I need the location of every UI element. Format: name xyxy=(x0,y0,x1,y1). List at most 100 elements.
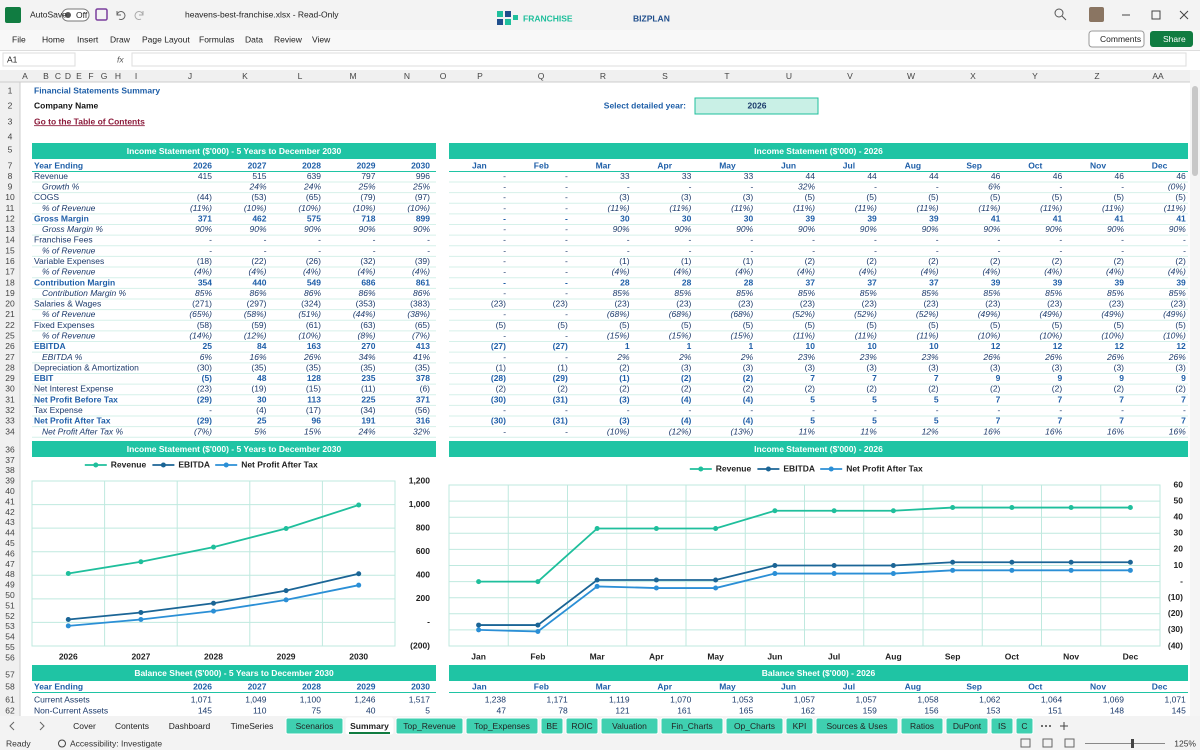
formula-input[interactable] xyxy=(131,52,1187,67)
sheet-tab-label[interactable]: Contents xyxy=(115,721,149,731)
sheet-tab[interactable] xyxy=(660,717,724,735)
sheet-tab[interactable] xyxy=(395,717,464,735)
sheet-tab[interactable] xyxy=(465,717,539,735)
sheet-tab[interactable] xyxy=(990,717,1014,735)
sheet-nav[interactable] xyxy=(9,721,45,731)
toc-link[interactable]: Go to the Table of Contents xyxy=(34,116,145,126)
menu-tab[interactable]: Draw xyxy=(110,34,131,44)
more-tabs[interactable] xyxy=(1041,725,1043,727)
undo-icon[interactable] xyxy=(116,11,126,20)
menu-tab[interactable]: View xyxy=(312,34,331,44)
column-label: 2027 xyxy=(248,160,267,170)
menu-tab[interactable]: File xyxy=(12,34,26,44)
column-label: Jul xyxy=(843,160,855,170)
scroll-thumb[interactable] xyxy=(1192,86,1198,176)
sheet-tab[interactable] xyxy=(540,717,564,735)
zoom-thumb[interactable] xyxy=(1131,739,1134,748)
sheet-tab-label[interactable]: Scenarios xyxy=(296,721,334,731)
sheet-tab-label[interactable]: Ratios xyxy=(910,721,934,731)
view-buttons[interactable] xyxy=(1020,738,1075,748)
sheet-tab-label[interactable]: Op_Charts xyxy=(734,721,775,731)
table-cell: (30) xyxy=(491,416,506,426)
table-cell: (2) xyxy=(805,384,816,394)
row-header: 12 xyxy=(5,213,15,223)
sheet-tab[interactable] xyxy=(221,718,283,734)
sheet-tab[interactable] xyxy=(900,717,944,735)
menu-tab[interactable]: Home xyxy=(42,34,65,44)
sheet-tab[interactable] xyxy=(106,718,158,734)
sheet-tab[interactable] xyxy=(285,717,344,735)
sheet-tab-label[interactable]: Top_Revenue xyxy=(403,721,456,731)
more-tabs[interactable] xyxy=(1045,725,1047,727)
more-tabs[interactable] xyxy=(1049,725,1051,727)
sheet-tab-label[interactable]: ROIC xyxy=(571,721,592,731)
year-value[interactable]: 2026 xyxy=(748,100,767,110)
year-selector[interactable] xyxy=(694,97,819,115)
sheet-tab-label[interactable]: Fin_Charts xyxy=(671,721,713,731)
column-header: C xyxy=(55,71,61,81)
sheet-tab-label[interactable]: TimeSeries xyxy=(231,721,274,731)
data-point xyxy=(950,567,956,573)
autosave-toggle[interactable] xyxy=(61,8,90,22)
maximize-button[interactable] xyxy=(1151,10,1161,20)
row-label: Net Profit After Tax xyxy=(34,416,111,426)
menu-tab[interactable]: Data xyxy=(245,34,263,44)
sheet-tab[interactable] xyxy=(785,717,814,735)
sheet-tab[interactable] xyxy=(945,717,989,735)
redo-icon[interactable] xyxy=(134,11,144,20)
table-header: Year Ending xyxy=(34,681,83,691)
share-button[interactable] xyxy=(1150,31,1193,47)
table-cell: - xyxy=(318,245,321,255)
sheet-tab-label[interactable]: Summary xyxy=(350,721,389,731)
sheet-tab-label[interactable]: IS xyxy=(998,721,1006,731)
user-avatar[interactable] xyxy=(1089,7,1104,22)
sheet-tab[interactable] xyxy=(161,718,218,734)
comments-label[interactable]: Comments xyxy=(1100,34,1141,44)
table-cell: (324) xyxy=(301,299,321,309)
sheet-tab-label[interactable]: KPI xyxy=(793,721,807,731)
sheet-tab-label[interactable]: BE xyxy=(546,721,558,731)
row-header: 20 xyxy=(5,299,15,309)
y-tick-label: 1,000 xyxy=(409,499,431,509)
menu-tab[interactable]: Page Layout xyxy=(142,34,190,44)
table-cell: 11% xyxy=(860,426,877,436)
table-cell: (49%) xyxy=(978,309,1001,319)
x-tick-label: Nov xyxy=(1063,651,1079,661)
close-button[interactable] xyxy=(1179,10,1189,20)
search-icon[interactable] xyxy=(1054,8,1064,18)
sheet-tab-label[interactable]: Sources & Uses xyxy=(827,721,888,731)
menu-tab[interactable]: Review xyxy=(274,34,303,44)
sheet-tab-label[interactable]: Valuation xyxy=(612,721,647,731)
data-point xyxy=(1068,505,1074,511)
zoom-level[interactable]: 125% xyxy=(1174,738,1196,748)
share-label[interactable]: Share xyxy=(1163,34,1186,44)
vertical-scrollbar[interactable] xyxy=(1190,70,1200,716)
section-header xyxy=(32,143,436,159)
sheet-tab[interactable] xyxy=(600,717,659,735)
table-cell: 1 xyxy=(748,341,753,351)
menu-tab[interactable]: Formulas xyxy=(199,34,234,44)
sheet-tab-label[interactable]: Cover xyxy=(73,721,96,731)
sheet-tab[interactable] xyxy=(565,717,599,735)
sheet-tab-label[interactable]: DuPont xyxy=(953,721,982,731)
table-cell: (5) xyxy=(619,320,630,330)
table-cell: - xyxy=(503,203,506,213)
sheet-tab[interactable] xyxy=(66,718,103,734)
sheet-tab[interactable] xyxy=(725,717,784,735)
sheet-tab-label[interactable]: C xyxy=(1021,721,1027,731)
sheet-tab-label[interactable]: Dashboard xyxy=(169,721,211,731)
accessibility-status[interactable]: Accessibility: Investigate xyxy=(70,738,162,748)
table-cell: 1,517 xyxy=(409,694,431,704)
add-sheet[interactable] xyxy=(1060,722,1068,730)
save-icon[interactable] xyxy=(95,8,108,21)
row-header: 9 xyxy=(8,182,13,192)
menu-tab[interactable]: Insert xyxy=(77,34,99,44)
column-label: Feb xyxy=(534,160,549,170)
sheet-tab[interactable] xyxy=(1015,717,1034,735)
sheet-tab-label[interactable]: Top_Expenses xyxy=(474,721,530,731)
name-box[interactable] xyxy=(2,52,76,67)
sheet-tab[interactable] xyxy=(815,717,899,735)
table-cell: 26% xyxy=(1106,352,1124,362)
table-cell: 16% xyxy=(1107,426,1124,436)
comments-button[interactable] xyxy=(1088,30,1145,48)
